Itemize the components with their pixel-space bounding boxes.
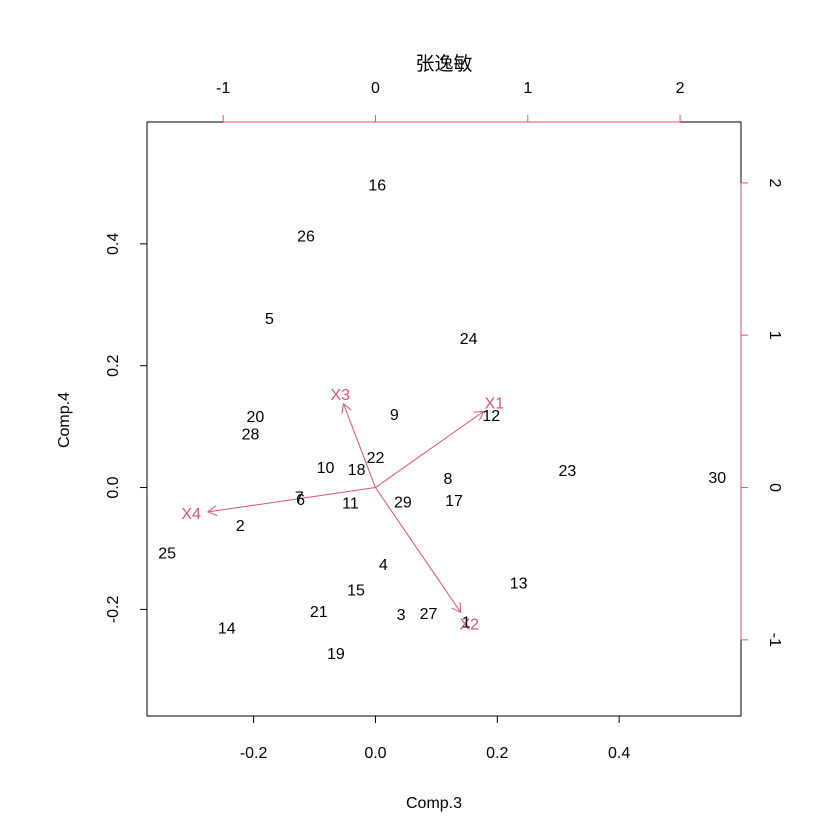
y-tick-label: 0.4: [105, 233, 122, 255]
point-label: 27: [420, 606, 438, 623]
point-label: 1: [462, 614, 471, 631]
point-label: 20: [247, 409, 265, 426]
point-label: 30: [708, 470, 726, 487]
loading-arrows: X1 X2 X3 X4: [181, 387, 504, 634]
x-tick-label: 0.0: [364, 745, 386, 762]
point-label: 28: [242, 427, 260, 444]
point-label: 14: [218, 620, 236, 637]
point-label: 19: [327, 646, 345, 663]
point-label: 9: [390, 407, 399, 424]
chart-title: 张逸敏: [415, 53, 472, 75]
right-tick-label: 2: [766, 178, 783, 187]
point-label: 13: [510, 575, 528, 592]
loading-label-x4: X4: [181, 506, 201, 523]
point-label: 18: [348, 462, 366, 479]
point-label: 17: [445, 493, 463, 510]
top-axis: -1 0 1 2: [216, 80, 685, 123]
loading-arrow-x3: [343, 403, 376, 488]
loading-arrow-x4: [207, 487, 376, 513]
point-label: 4: [379, 557, 388, 574]
point-label: 22: [367, 450, 385, 467]
right-tick-label: 0: [766, 483, 783, 492]
point-label: 23: [558, 463, 576, 480]
point-label: 21: [310, 604, 328, 621]
bottom-axis: -0.2 0.0 0.2 0.4: [240, 715, 630, 762]
loading-label-x3: X3: [330, 387, 350, 404]
top-tick-label: 0: [371, 80, 380, 97]
x-tick-label: 0.4: [608, 745, 630, 762]
loading-label-x1: X1: [485, 395, 505, 412]
point-label: 12: [482, 408, 500, 425]
right-tick-label: 1: [766, 331, 783, 340]
top-tick-label: -1: [216, 80, 230, 97]
right-axis: -1 0 1 2: [740, 178, 783, 647]
point-label: 16: [368, 177, 386, 194]
right-tick-label: -1: [766, 633, 783, 647]
point-label: 10: [317, 460, 335, 477]
arrowhead: [206, 505, 218, 517]
top-tick-label: 1: [523, 80, 532, 97]
arrowhead: [341, 402, 352, 414]
point-label: 15: [347, 583, 365, 600]
y-tick-label: -0.2: [105, 596, 122, 624]
y-tick-label: 0.2: [105, 354, 122, 376]
point-label: 11: [342, 495, 359, 512]
point-label: 8: [444, 471, 453, 488]
point-label: 5: [265, 311, 274, 328]
point-label: 3: [397, 607, 406, 624]
x-tick-label: 0.2: [486, 745, 508, 762]
point-label: 2: [236, 518, 245, 535]
point-label: 6: [296, 492, 305, 509]
point-label: 29: [394, 494, 412, 511]
arrowhead: [451, 602, 462, 614]
loading-label-x2: X2: [459, 616, 479, 633]
arrowhead: [473, 410, 485, 421]
point-label: 7: [295, 489, 304, 506]
x-axis-label: Comp.3: [406, 795, 462, 812]
loading-arrow-x1: [375, 410, 484, 488]
point-label: 24: [460, 331, 478, 348]
top-tick-label: 2: [676, 80, 685, 97]
left-axis: -0.2 0.0 0.2 0.4: [105, 233, 148, 624]
observation-labels: 1234567891011121314151617181920212223242…: [158, 177, 726, 662]
x-tick-label: -0.2: [240, 745, 268, 762]
point-label: 25: [158, 545, 176, 562]
point-label: 26: [297, 229, 315, 246]
loading-arrow-x2: [375, 487, 462, 613]
y-axis-label: Comp.4: [56, 392, 73, 448]
y-tick-label: 0.0: [105, 476, 122, 498]
